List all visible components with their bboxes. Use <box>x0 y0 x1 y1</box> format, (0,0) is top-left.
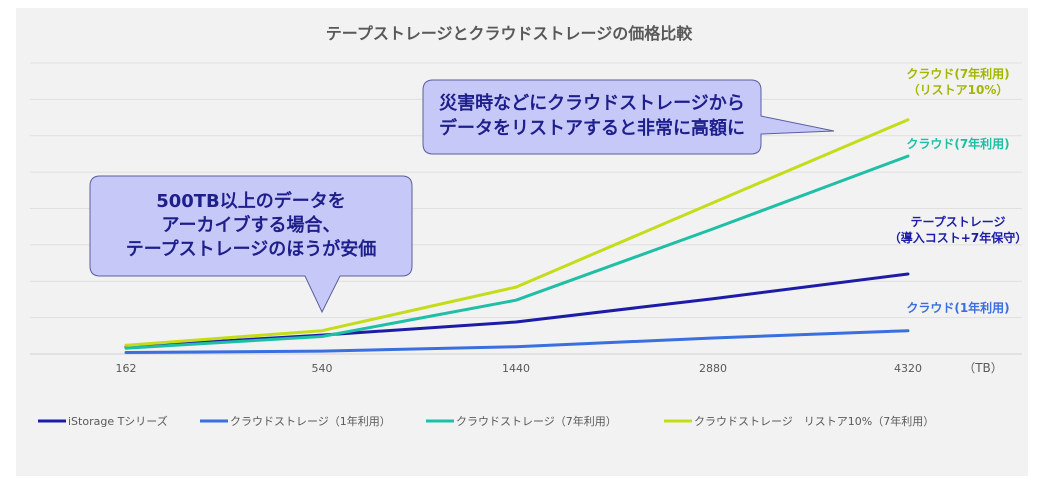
chart-title: テープストレージとクラウドストレージの価格比較 <box>326 24 693 43</box>
x-tick-label: 540 <box>312 362 333 375</box>
x-tick-label: 2880 <box>699 362 727 375</box>
series-annotation: クラウド(7年利用) <box>906 136 1009 151</box>
series-annotation: クラウド(1年利用) <box>906 300 1009 315</box>
chart: テープストレージとクラウドストレージの価格比較 テープストレージ（導入コスト+7… <box>30 24 1027 428</box>
series-annotation: （導入コスト+7年保守） <box>889 230 1027 245</box>
callout-1-line: 500TB以上のデータを <box>156 190 346 212</box>
callout-box-2 <box>422 79 835 155</box>
legend-label: クラウドストレージ リストア10%（7年利用） <box>694 414 934 428</box>
callout-box-1 <box>89 175 413 314</box>
x-tick-label: 162 <box>116 362 137 375</box>
series-line-4 <box>124 118 910 347</box>
series-line-3 <box>124 154 910 350</box>
x-unit-label: （TB） <box>963 361 1003 375</box>
series-annotation: （リストア10%） <box>908 82 1009 97</box>
series-line-2 <box>124 329 910 354</box>
series-annotation: テープストレージ <box>910 214 1005 229</box>
chart-panel: テープストレージとクラウドストレージの価格比較 テープストレージ （導入コスト+7… <box>16 8 1028 476</box>
x-tick-label: 4320 <box>894 362 922 375</box>
callout-2-line: 災害時などにクラウドストレージから <box>439 92 745 114</box>
callout-1-line: アーカイブする場合、 <box>162 214 341 236</box>
legend-label: クラウドストレージ（1年利用） <box>230 414 391 428</box>
legend-label: クラウドストレージ（7年利用） <box>456 414 617 428</box>
x-tick-label: 1440 <box>502 362 530 375</box>
series-annotation: クラウド(7年利用) <box>906 66 1009 81</box>
callout-2-line: データをリストアすると非常に高額に <box>439 117 745 139</box>
legend-label: iStorage Tシリーズ <box>68 414 168 428</box>
callout-1-line: テープストレージのほうが安価 <box>126 238 377 260</box>
